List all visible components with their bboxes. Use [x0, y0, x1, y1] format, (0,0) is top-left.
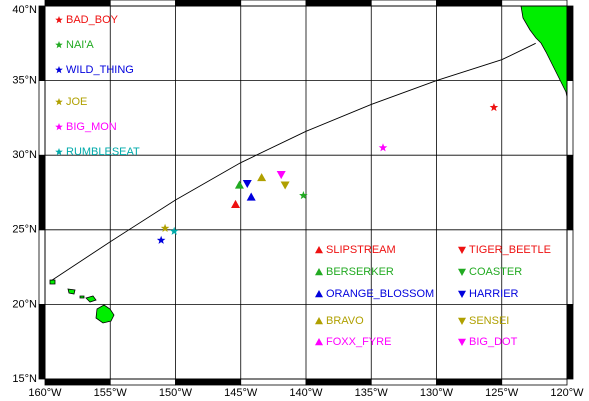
x-tick-label: 135°W: [355, 387, 389, 399]
border-bar: [44, 0, 111, 7]
boat-marker: [242, 179, 252, 189]
island: [85, 295, 97, 303]
x-tick-label: 125°W: [485, 387, 519, 399]
legend-symbol: [55, 41, 63, 49]
y-tick-label: 15°N: [12, 373, 37, 385]
border-bar: [566, 154, 574, 231]
island: [49, 279, 56, 285]
border-bar: [501, 0, 568, 7]
boat-marker: [246, 192, 256, 201]
border-bar: [436, 378, 503, 386]
legend-label: BRAVO: [326, 315, 364, 327]
border-bar: [38, 80, 46, 156]
legend-symbol: [458, 268, 466, 276]
border-bar: [175, 0, 242, 7]
track-line: [51, 42, 536, 281]
border-bar: [109, 0, 176, 7]
x-tick-label: 160°W: [28, 387, 62, 399]
plot-frame: [44, 5, 568, 380]
legend-symbol: [55, 148, 63, 156]
border-bar: [436, 0, 503, 7]
legend-symbol: [315, 268, 323, 276]
boat-marker: [257, 173, 267, 182]
boat-marker: [169, 226, 179, 235]
border-bar: [38, 229, 46, 305]
legend-symbol: [315, 290, 323, 298]
x-tick-label: 150°W: [159, 387, 193, 399]
legend-label: SLIPSTREAM: [326, 244, 396, 256]
border-bar: [38, 303, 46, 380]
legend-symbol: [315, 317, 323, 325]
legend-symbol: [315, 246, 323, 254]
x-tick-label: 145°W: [224, 387, 258, 399]
legend-label: BIG_MON: [66, 121, 117, 133]
boat-marker: [156, 235, 166, 244]
legend-label: BAD_BOY: [66, 14, 119, 26]
legend-symbol: [55, 123, 63, 131]
legend-label: SENSEI: [469, 315, 509, 327]
legend-label: TIGER_BEETLE: [469, 244, 551, 256]
legend-label: COASTER: [469, 266, 522, 278]
x-tick-label: 130°W: [420, 387, 454, 399]
y-tick-label: 35°N: [12, 75, 37, 87]
border-bar: [38, 154, 46, 231]
legend-label: ORANGE_BLOSSOM: [326, 288, 434, 300]
legend-label: HARRIER: [469, 288, 519, 300]
border-bar: [370, 378, 437, 386]
island: [95, 304, 115, 324]
legend-label: RUMBLESEAT: [66, 146, 140, 158]
border-bar: [38, 5, 46, 81]
boat-marker: [231, 199, 241, 209]
boat-marker: [160, 223, 170, 232]
border-bar: [370, 0, 437, 7]
boat-marker: [378, 143, 388, 152]
border-bar: [240, 0, 307, 7]
y-tick-label: 40°N: [12, 4, 37, 16]
legend-symbol: [458, 290, 466, 298]
x-tick-label: 140°W: [289, 387, 323, 399]
boat-marker: [234, 180, 244, 189]
boat-marker: [489, 102, 499, 112]
island: [67, 288, 76, 295]
boat-marker: [299, 190, 308, 200]
y-tick-label: 20°N: [12, 298, 37, 310]
boat-marker: [276, 170, 286, 180]
legend-symbol: [55, 16, 63, 24]
border-bar: [44, 378, 111, 386]
border-bar: [566, 5, 574, 81]
land: [49, 5, 568, 324]
border-bar: [566, 303, 574, 380]
border-bar: [566, 229, 574, 305]
border-bar: [566, 80, 574, 156]
legend-label: NAI'A: [66, 39, 94, 51]
border-bar: [305, 0, 372, 7]
legend-symbol: [315, 338, 323, 346]
legend-label: BIG_DOT: [469, 336, 518, 348]
border-bar: [109, 378, 176, 386]
legend-symbol: [55, 98, 63, 106]
legend-symbol: [55, 66, 63, 74]
legend-label: WILD_THING: [66, 64, 134, 76]
legend-label: BERSERKER: [326, 266, 394, 278]
x-tick-label: 155°W: [94, 387, 128, 399]
legend-symbol: [458, 338, 466, 346]
legend-symbol: [458, 317, 466, 325]
border-bar: [175, 378, 242, 386]
legend-label: JOE: [66, 96, 87, 108]
border-bar: [305, 378, 372, 386]
boat-marker: [280, 181, 290, 190]
border-bar: [240, 378, 307, 386]
x-tick-label: 120°W: [550, 387, 584, 399]
border-bar: [501, 378, 568, 386]
y-tick-label: 30°N: [12, 149, 37, 161]
y-tick-label: 25°N: [12, 224, 37, 236]
legend-symbol: [458, 246, 466, 254]
legend-label: FOXX_FYRE: [326, 336, 391, 348]
island: [79, 295, 85, 299]
